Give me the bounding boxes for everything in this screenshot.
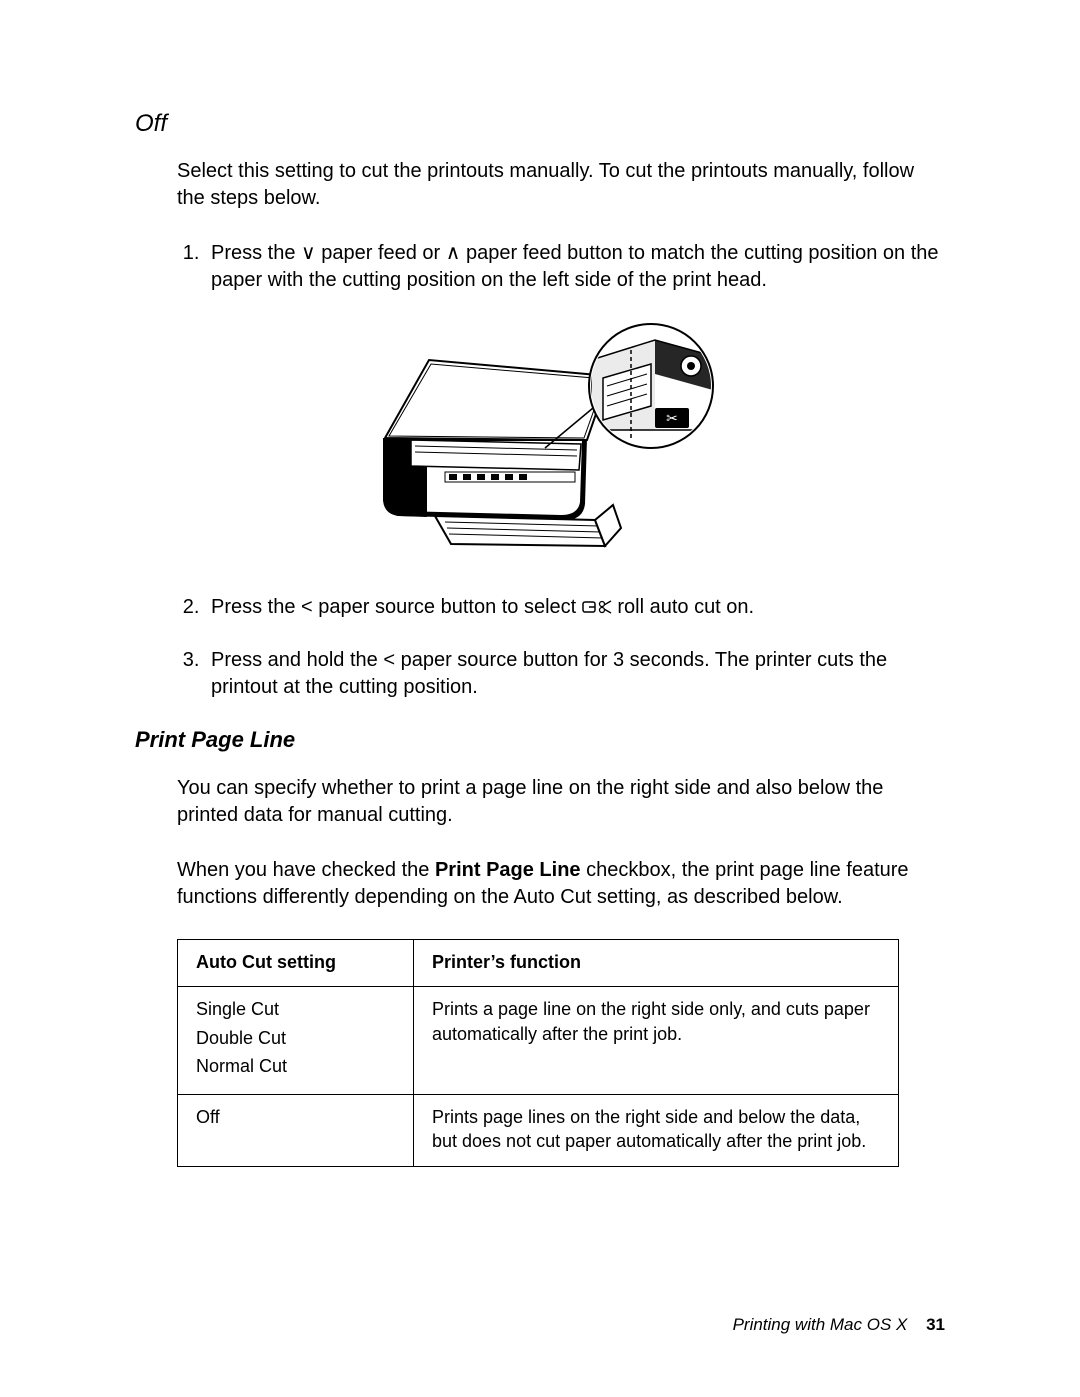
r1c1: Single Cut Double Cut Normal Cut — [178, 987, 414, 1095]
off-intro: Select this setting to cut the printouts… — [135, 158, 945, 212]
step-2: Press the < paper source button to selec… — [205, 594, 945, 621]
step1-text-a: Press the — [211, 242, 301, 264]
up-arrow-icon: ∧ — [446, 242, 461, 264]
th-auto-cut: Auto Cut setting — [178, 940, 414, 987]
r1c1-l1: Single Cut — [196, 997, 399, 1021]
left-angle-icon: < — [301, 596, 313, 618]
page-footer: Printing with Mac OS X 31 — [733, 1315, 945, 1335]
step2-text-a: Press the — [211, 596, 301, 618]
left-angle-icon-2: < — [383, 649, 395, 671]
th-function: Printer’s function — [414, 940, 899, 987]
r1c1-l3: Normal Cut — [196, 1054, 399, 1078]
footer-text: Printing with Mac OS X — [733, 1315, 908, 1334]
step1-text-b: paper feed or — [316, 242, 446, 264]
svg-text:✂: ✂ — [666, 410, 678, 426]
ppl-p2-a: When you have checked the — [177, 859, 435, 881]
r2c1: Off — [178, 1095, 414, 1167]
printer-illustration: ✂ — [135, 320, 945, 560]
r1c1-l2: Double Cut — [196, 1026, 399, 1050]
table-row: Single Cut Double Cut Normal Cut Prints … — [178, 987, 899, 1095]
table-header-row: Auto Cut setting Printer’s function — [178, 940, 899, 987]
step-3: Press and hold the < paper source button… — [205, 647, 945, 701]
steps-list-cont: Press the < paper source button to selec… — [135, 594, 945, 701]
page-number: 31 — [926, 1315, 945, 1334]
roll-cut-icon — [582, 596, 612, 618]
step2-text-b: paper source button to select — [313, 596, 582, 618]
r2c2: Prints page lines on the right side and … — [414, 1095, 899, 1167]
step-1: Press the ∨ paper feed or ∧ paper feed b… — [205, 240, 945, 294]
off-heading: Off — [135, 110, 945, 138]
down-arrow-icon: ∨ — [301, 242, 316, 264]
ppl-p2: When you have checked the Print Page Lin… — [135, 857, 945, 911]
print-page-line-heading: Print Page Line — [135, 727, 945, 753]
r1c2: Prints a page line on the right side onl… — [414, 987, 899, 1095]
step2-text-c: roll auto cut on. — [612, 596, 754, 618]
auto-cut-table: Auto Cut setting Printer’s function Sing… — [177, 939, 899, 1167]
table-row: Off Prints page lines on the right side … — [178, 1095, 899, 1167]
step3-text-a: Press and hold the — [211, 649, 383, 671]
manual-page: Off Select this setting to cut the print… — [0, 0, 1080, 1397]
ppl-p2-bold: Print Page Line — [435, 859, 581, 881]
ppl-p1: You can specify whether to print a page … — [135, 775, 945, 829]
steps-list: Press the ∨ paper feed or ∧ paper feed b… — [135, 240, 945, 294]
